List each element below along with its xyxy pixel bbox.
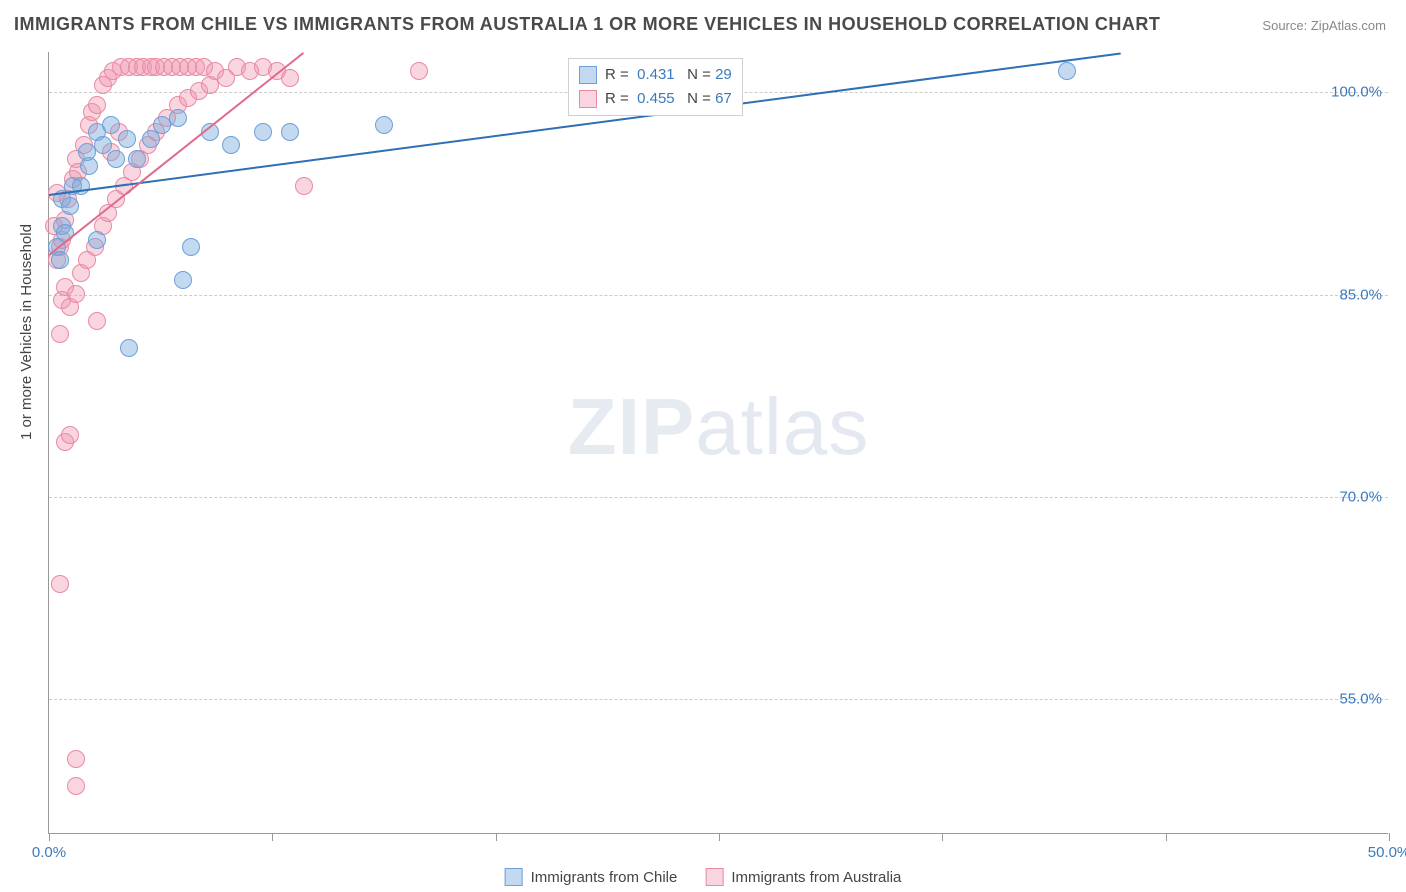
source-attribution: Source: ZipAtlas.com [1262,18,1386,33]
correlation-legend: R = 0.431 N = 29R = 0.455 N = 67 [568,58,743,116]
y-tick-label: 85.0% [1339,286,1390,303]
point-series-a [281,123,299,141]
y-axis-label: 1 or more Vehicles in Household [18,224,35,440]
x-tick [496,833,497,841]
y-tick-label: 70.0% [1339,488,1390,505]
point-series-a [375,116,393,134]
point-series-b [67,777,85,795]
point-series-b [67,285,85,303]
legend-label: Immigrants from Chile [531,869,678,886]
x-tick [49,833,50,841]
point-series-b [201,76,219,94]
point-series-a [61,197,79,215]
x-tick-label: 50.0% [1368,844,1406,861]
point-series-a [107,150,125,168]
gridline [49,497,1388,498]
point-series-b [51,575,69,593]
x-tick [272,833,273,841]
point-series-a [51,251,69,269]
legend-label: Immigrants from Australia [731,869,901,886]
swatch-series-b [579,90,597,108]
swatch-series-b [705,868,723,886]
gridline [49,699,1388,700]
point-series-a [118,130,136,148]
point-series-a [182,238,200,256]
point-series-b [410,62,428,80]
y-tick-label: 55.0% [1339,691,1390,708]
legend-row: R = 0.431 N = 29 [579,63,732,87]
watermark-bold: ZIP [568,382,695,471]
x-tick [1389,833,1390,841]
point-series-a [128,150,146,168]
point-series-b [51,325,69,343]
point-series-b [295,177,313,195]
point-series-a [174,271,192,289]
point-series-a [120,339,138,357]
point-series-b [281,69,299,87]
point-series-a [222,136,240,154]
x-tick [942,833,943,841]
legend-item: Immigrants from Chile [505,868,678,886]
swatch-series-a [579,66,597,84]
x-tick-label: 0.0% [32,844,66,861]
point-series-a [169,109,187,127]
point-series-a [88,231,106,249]
point-series-b [88,312,106,330]
watermark-light: atlas [695,382,869,471]
scatter-plot-area: ZIPatlas 100.0%85.0%70.0%55.0%0.0%50.0% [48,52,1388,834]
point-series-a [1058,62,1076,80]
point-series-b [88,96,106,114]
gridline [49,295,1388,296]
point-series-a [102,116,120,134]
x-tick [719,833,720,841]
y-tick-label: 100.0% [1331,84,1390,101]
source-name: ZipAtlas.com [1311,18,1386,33]
source-label: Source: [1262,18,1307,33]
watermark: ZIPatlas [568,381,869,473]
series-legend: Immigrants from Chile Immigrants from Aus… [505,868,902,886]
point-series-b [61,426,79,444]
legend-item: Immigrants from Australia [705,868,901,886]
point-series-a [254,123,272,141]
chart-title: IMMIGRANTS FROM CHILE VS IMMIGRANTS FROM… [14,14,1160,35]
point-series-b [67,750,85,768]
x-tick [1166,833,1167,841]
swatch-series-a [505,868,523,886]
legend-row: R = 0.455 N = 67 [579,87,732,111]
